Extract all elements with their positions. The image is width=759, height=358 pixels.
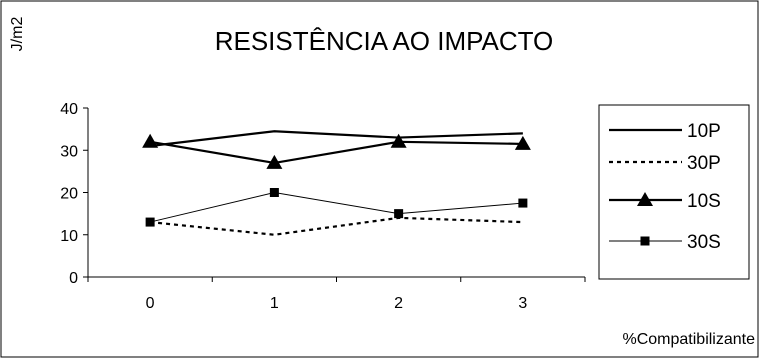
y-tick-label: 30 bbox=[60, 143, 78, 160]
data-point-marker bbox=[394, 209, 404, 219]
series-30P bbox=[150, 216, 523, 236]
series-line bbox=[149, 140, 523, 165]
y-tick-label: 0 bbox=[69, 270, 78, 287]
series-line bbox=[150, 191, 523, 223]
legend-item: 10S bbox=[609, 191, 721, 212]
x-tick-label: 3 bbox=[518, 295, 527, 312]
series-line bbox=[150, 216, 523, 236]
legend-item: 30P bbox=[609, 153, 721, 174]
legend-box bbox=[598, 104, 750, 280]
data-point-marker bbox=[142, 133, 159, 148]
legend: 10P 30P 10S 30S bbox=[609, 121, 721, 253]
legend-item: 10P bbox=[609, 121, 721, 142]
data-point-marker bbox=[514, 135, 531, 150]
legend-marker bbox=[640, 236, 650, 246]
x-tick-label: 0 bbox=[146, 295, 155, 312]
chart-title: RESISTÊNCIA AO IMPACTO bbox=[215, 26, 554, 56]
y-tick-label: 20 bbox=[60, 186, 78, 203]
legend-marker bbox=[637, 192, 653, 206]
y-axis-label: J/m2 bbox=[9, 17, 26, 52]
y-tick-label: 40 bbox=[60, 101, 78, 118]
series-10P bbox=[149, 130, 523, 148]
x-tick-label: 2 bbox=[394, 295, 403, 312]
series-layer bbox=[142, 130, 531, 236]
x-tick-label: 1 bbox=[270, 295, 279, 312]
data-point-marker bbox=[266, 154, 283, 169]
series-line bbox=[149, 130, 523, 148]
series-10S bbox=[142, 133, 531, 169]
legend-item: 30S bbox=[609, 232, 721, 253]
series-30S bbox=[145, 188, 528, 227]
data-point-marker bbox=[518, 198, 528, 208]
data-point-marker bbox=[390, 133, 407, 148]
legend-label: 30P bbox=[687, 153, 721, 174]
axis-ticks: 0 10 20 30 40 0 1 2 3 bbox=[60, 101, 586, 312]
data-point-marker bbox=[145, 217, 155, 227]
legend-label: 10P bbox=[687, 121, 721, 142]
legend-label: 30S bbox=[687, 232, 721, 253]
y-tick-label: 10 bbox=[60, 228, 78, 245]
data-point-marker bbox=[269, 188, 279, 197]
legend-label: 10S bbox=[687, 191, 721, 212]
x-axis-label: %Compatibilizante bbox=[622, 331, 755, 348]
